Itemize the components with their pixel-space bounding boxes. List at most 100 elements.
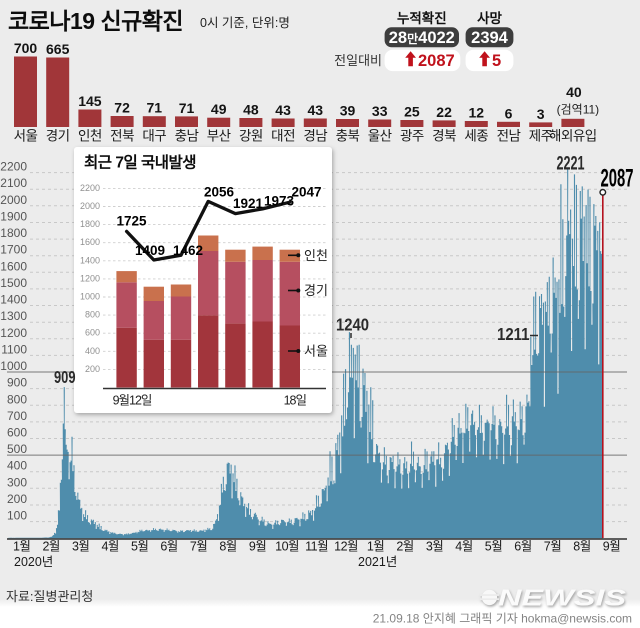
svg-text:10월: 10월 (275, 540, 299, 554)
svg-text:500: 500 (7, 442, 27, 456)
svg-text:665: 665 (46, 41, 70, 57)
svg-text:700: 700 (14, 40, 38, 56)
svg-text:43: 43 (275, 102, 291, 118)
svg-text:2월: 2월 (396, 540, 413, 554)
svg-text:자료:질병관리청: 자료:질병관리청 (6, 589, 93, 604)
svg-text:울산: 울산 (368, 129, 392, 144)
svg-text:1월: 1월 (367, 540, 384, 554)
svg-text:경기: 경기 (46, 129, 70, 144)
svg-text:25: 25 (404, 104, 420, 120)
svg-text:(검역11): (검역11) (557, 103, 600, 117)
svg-text:1700: 1700 (0, 243, 27, 257)
svg-text:경남: 경남 (303, 129, 327, 144)
svg-text:9월12일: 9월12일 (113, 394, 152, 408)
svg-text:1200: 1200 (80, 273, 100, 283)
svg-text:NEWSIS: NEWSIS (498, 585, 627, 611)
svg-text:400: 400 (7, 459, 27, 473)
svg-text:인천: 인천 (304, 248, 328, 263)
svg-text:2월: 2월 (42, 540, 59, 554)
svg-text:1월: 1월 (13, 540, 30, 554)
svg-text:40: 40 (566, 84, 582, 100)
svg-text:18일: 18일 (284, 394, 307, 408)
svg-text:8월: 8월 (573, 540, 590, 554)
svg-text:2000: 2000 (80, 201, 100, 211)
svg-text:200: 200 (7, 492, 27, 506)
svg-text:1600: 1600 (80, 237, 100, 247)
svg-text:서울: 서울 (14, 129, 38, 144)
svg-text:9월: 9월 (603, 540, 620, 554)
svg-text:2056: 2056 (204, 185, 235, 200)
svg-text:1500: 1500 (0, 276, 27, 290)
svg-text:인천: 인천 (78, 129, 102, 144)
svg-text:2200: 2200 (80, 183, 100, 193)
svg-text:72: 72 (114, 100, 130, 116)
svg-text:2047: 2047 (291, 185, 321, 200)
svg-text:3: 3 (537, 106, 545, 122)
svg-text:2087: 2087 (601, 165, 634, 193)
svg-text:33: 33 (372, 103, 388, 119)
svg-text:2021년: 2021년 (358, 555, 397, 569)
svg-text:1000: 1000 (80, 292, 100, 302)
svg-text:2200: 2200 (0, 160, 27, 174)
svg-text:3월: 3월 (426, 540, 443, 554)
svg-text:48: 48 (243, 102, 259, 118)
svg-text:12월: 12월 (334, 540, 358, 554)
svg-text:세종: 세종 (464, 129, 488, 144)
svg-text:해외유입: 해외유입 (549, 129, 597, 144)
svg-text:6월: 6월 (514, 540, 531, 554)
svg-text:경기: 경기 (304, 283, 328, 298)
svg-text:1800: 1800 (0, 226, 27, 240)
svg-text:600: 600 (7, 426, 27, 440)
svg-text:전일대비: 전일대비 (334, 53, 382, 68)
svg-text:경북: 경북 (432, 129, 456, 144)
svg-text:600: 600 (85, 328, 100, 338)
svg-text:5: 5 (492, 52, 501, 70)
svg-text:서울: 서울 (304, 344, 328, 359)
svg-text:1900: 1900 (0, 210, 27, 224)
svg-text:200: 200 (85, 364, 100, 374)
svg-text:1921: 1921 (233, 196, 264, 211)
svg-text:1400: 1400 (0, 293, 27, 307)
svg-text:최근 7일 국내발생: 최근 7일 국내발생 (84, 153, 196, 172)
svg-text:1400: 1400 (80, 255, 100, 265)
svg-text:100: 100 (7, 509, 27, 523)
svg-text:1200: 1200 (0, 326, 27, 340)
svg-text:전남: 전남 (497, 129, 521, 144)
svg-text:145: 145 (78, 93, 102, 109)
svg-text:7월: 7월 (190, 540, 207, 554)
svg-text:909: 909 (54, 367, 76, 387)
svg-text:전북: 전북 (110, 129, 134, 144)
svg-text:2394: 2394 (471, 29, 509, 47)
svg-text:1000: 1000 (0, 359, 27, 373)
svg-text:400: 400 (85, 346, 100, 356)
svg-text:2020년: 2020년 (14, 555, 53, 569)
svg-text:충남: 충남 (175, 129, 199, 144)
svg-text:1240: 1240 (336, 315, 369, 335)
svg-text:1600: 1600 (0, 259, 27, 273)
svg-text:71: 71 (147, 100, 163, 116)
svg-text:대구: 대구 (142, 129, 166, 144)
svg-text:2221: 2221 (557, 154, 585, 175)
svg-text:2100: 2100 (0, 176, 27, 190)
svg-text:7월: 7월 (544, 540, 561, 554)
svg-text:2087: 2087 (418, 52, 455, 70)
svg-text:1462: 1462 (173, 243, 203, 258)
svg-text:누적확진: 누적확진 (397, 10, 447, 26)
svg-text:21.09.18 안지혜 그래픽 기자 hokma@news: 21.09.18 안지혜 그래픽 기자 hokma@newsis.com (373, 612, 632, 626)
svg-text:43: 43 (308, 102, 324, 118)
svg-text:1300: 1300 (0, 309, 27, 323)
svg-text:800: 800 (85, 310, 100, 320)
svg-text:300: 300 (7, 475, 27, 489)
svg-text:700: 700 (7, 409, 27, 423)
svg-text:강원: 강원 (239, 129, 263, 144)
svg-text:3월: 3월 (72, 540, 89, 554)
svg-text:1100: 1100 (1, 342, 27, 356)
svg-text:1409: 1409 (135, 243, 165, 258)
svg-text:코로나19 신규확진: 코로나19 신규확진 (8, 8, 183, 34)
svg-text:제주: 제주 (529, 129, 553, 144)
svg-text:5월: 5월 (485, 540, 502, 554)
svg-text:광주: 광주 (400, 129, 424, 144)
svg-text:6: 6 (505, 105, 513, 121)
svg-text:1211: 1211 (497, 324, 530, 344)
svg-text:11월: 11월 (305, 540, 328, 554)
